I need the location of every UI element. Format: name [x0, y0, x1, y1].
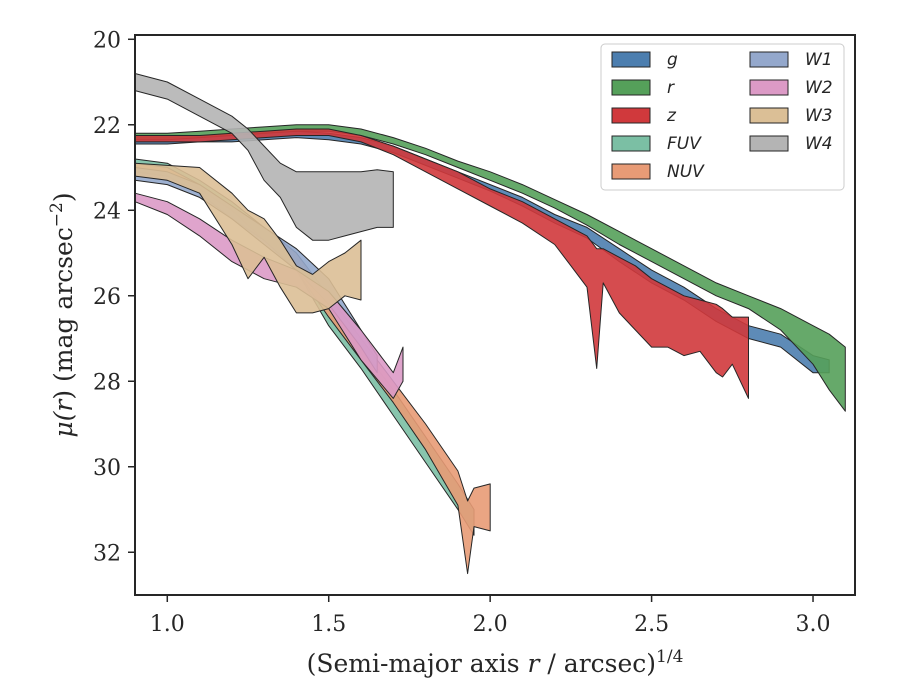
x-axis-ticks: 1.0 1.5 2.0 2.5 3.0	[150, 595, 831, 637]
y-tick-label: 20	[93, 28, 121, 53]
y-tick-label: 30	[93, 456, 121, 481]
legend-label-z: z	[666, 106, 677, 126]
legend-swatch-r	[611, 79, 651, 96]
legend-swatch-fuv	[611, 135, 651, 152]
profile-bands	[134, 73, 846, 575]
legend-label-w1: W1	[805, 50, 833, 70]
legend-swatch-g	[611, 51, 651, 68]
legend-label-w2: W2	[805, 78, 833, 98]
legend-label-w4: W4	[805, 134, 833, 154]
x-tick-label: 1.0	[150, 612, 185, 637]
legend-label-r: r	[667, 78, 675, 98]
legend-swatch-w1	[749, 51, 789, 68]
legend-swatch-nuv	[611, 163, 651, 180]
x-axis-label: (Semi-major axis r / arcsec)1/4	[307, 647, 684, 678]
legend: grz FUV NUV W1 W2 W3 W4	[600, 43, 845, 191]
y-tick-label: 22	[93, 114, 121, 139]
legend-label-w3: W3	[805, 106, 833, 126]
band-w4	[134, 73, 394, 241]
band-w3	[134, 162, 362, 314]
plot-frame	[134, 34, 856, 596]
legend-label-fuv: FUV	[667, 134, 702, 154]
x-tick-label: 2.5	[634, 612, 669, 637]
x-tick-label: 1.5	[311, 612, 346, 637]
legend-swatch-w4	[749, 135, 789, 152]
y-tick-label: 28	[93, 370, 121, 395]
legend-swatch-z	[611, 107, 651, 124]
x-tick-label: 3.0	[796, 612, 831, 637]
y-tick-label: 24	[93, 199, 121, 224]
band-z	[134, 128, 749, 399]
legend-label-g: g	[667, 50, 678, 70]
x-tick-label: 2.0	[473, 612, 508, 637]
y-axis-ticks: 20 22 24 26 28 30 32	[93, 28, 135, 566]
y-tick-label: 26	[93, 285, 121, 310]
legend-swatch-w3	[749, 107, 789, 124]
legend-label-nuv: NUV	[667, 162, 705, 182]
y-tick-label: 32	[93, 541, 121, 566]
y-axis-label: μ(r) (mag arcsec−2)	[47, 192, 78, 437]
legend-swatch-w2	[749, 79, 789, 96]
